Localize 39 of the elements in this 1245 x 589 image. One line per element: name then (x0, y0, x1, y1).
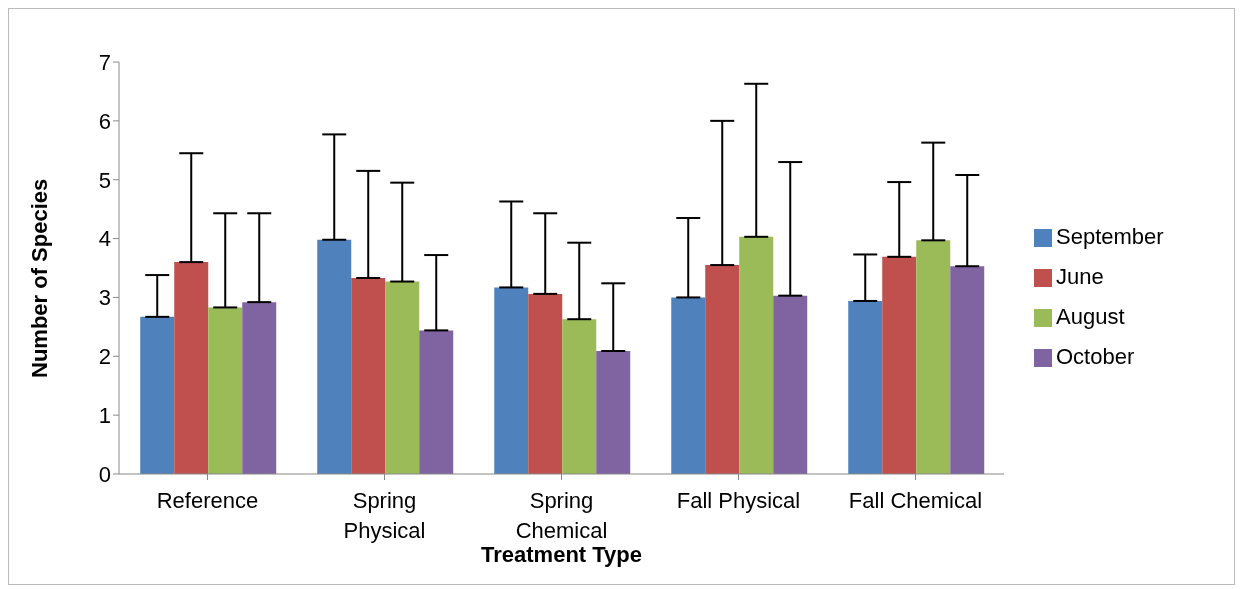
bar (528, 293, 563, 474)
bar (739, 236, 774, 474)
bar (671, 297, 706, 474)
y-tick-label: 3 (98, 285, 111, 311)
bar (596, 350, 631, 474)
x-tick-label: Spring Physical (343, 488, 426, 543)
bar (562, 319, 597, 474)
y-tick-label: 2 (98, 344, 111, 370)
legend-label: June (1056, 263, 1104, 289)
y-axis-title: Number of Species (26, 178, 52, 378)
legend-label: September (1056, 223, 1164, 249)
y-tick-label: 5 (98, 167, 111, 193)
bar (140, 316, 175, 474)
legend-label: October (1056, 343, 1135, 369)
bar (916, 240, 951, 474)
bar (419, 330, 454, 474)
bar (882, 256, 917, 474)
x-tick-label: Fall Chemical (848, 488, 983, 513)
bar (317, 239, 352, 474)
bar (848, 300, 883, 474)
legend-label: August (1056, 303, 1125, 329)
bar (208, 307, 243, 474)
x-tick-label: Reference (156, 488, 259, 513)
x-axis-title: Treatment Type (481, 542, 642, 567)
bar (351, 278, 386, 474)
y-tick-label: 1 (98, 402, 111, 428)
y-tick-label: 4 (98, 226, 111, 252)
y-tick-label: 7 (98, 49, 111, 75)
bar (773, 295, 808, 474)
bar (242, 302, 277, 474)
bar (174, 262, 209, 474)
x-tick-label: Fall Physical (676, 488, 801, 513)
y-tick-label: 0 (98, 461, 111, 487)
bar (494, 287, 529, 474)
bar (705, 265, 740, 474)
bar (950, 266, 985, 474)
x-tick-label: Spring Chemical (515, 488, 608, 543)
y-tick-label: 6 (98, 108, 111, 134)
bar (385, 281, 420, 474)
